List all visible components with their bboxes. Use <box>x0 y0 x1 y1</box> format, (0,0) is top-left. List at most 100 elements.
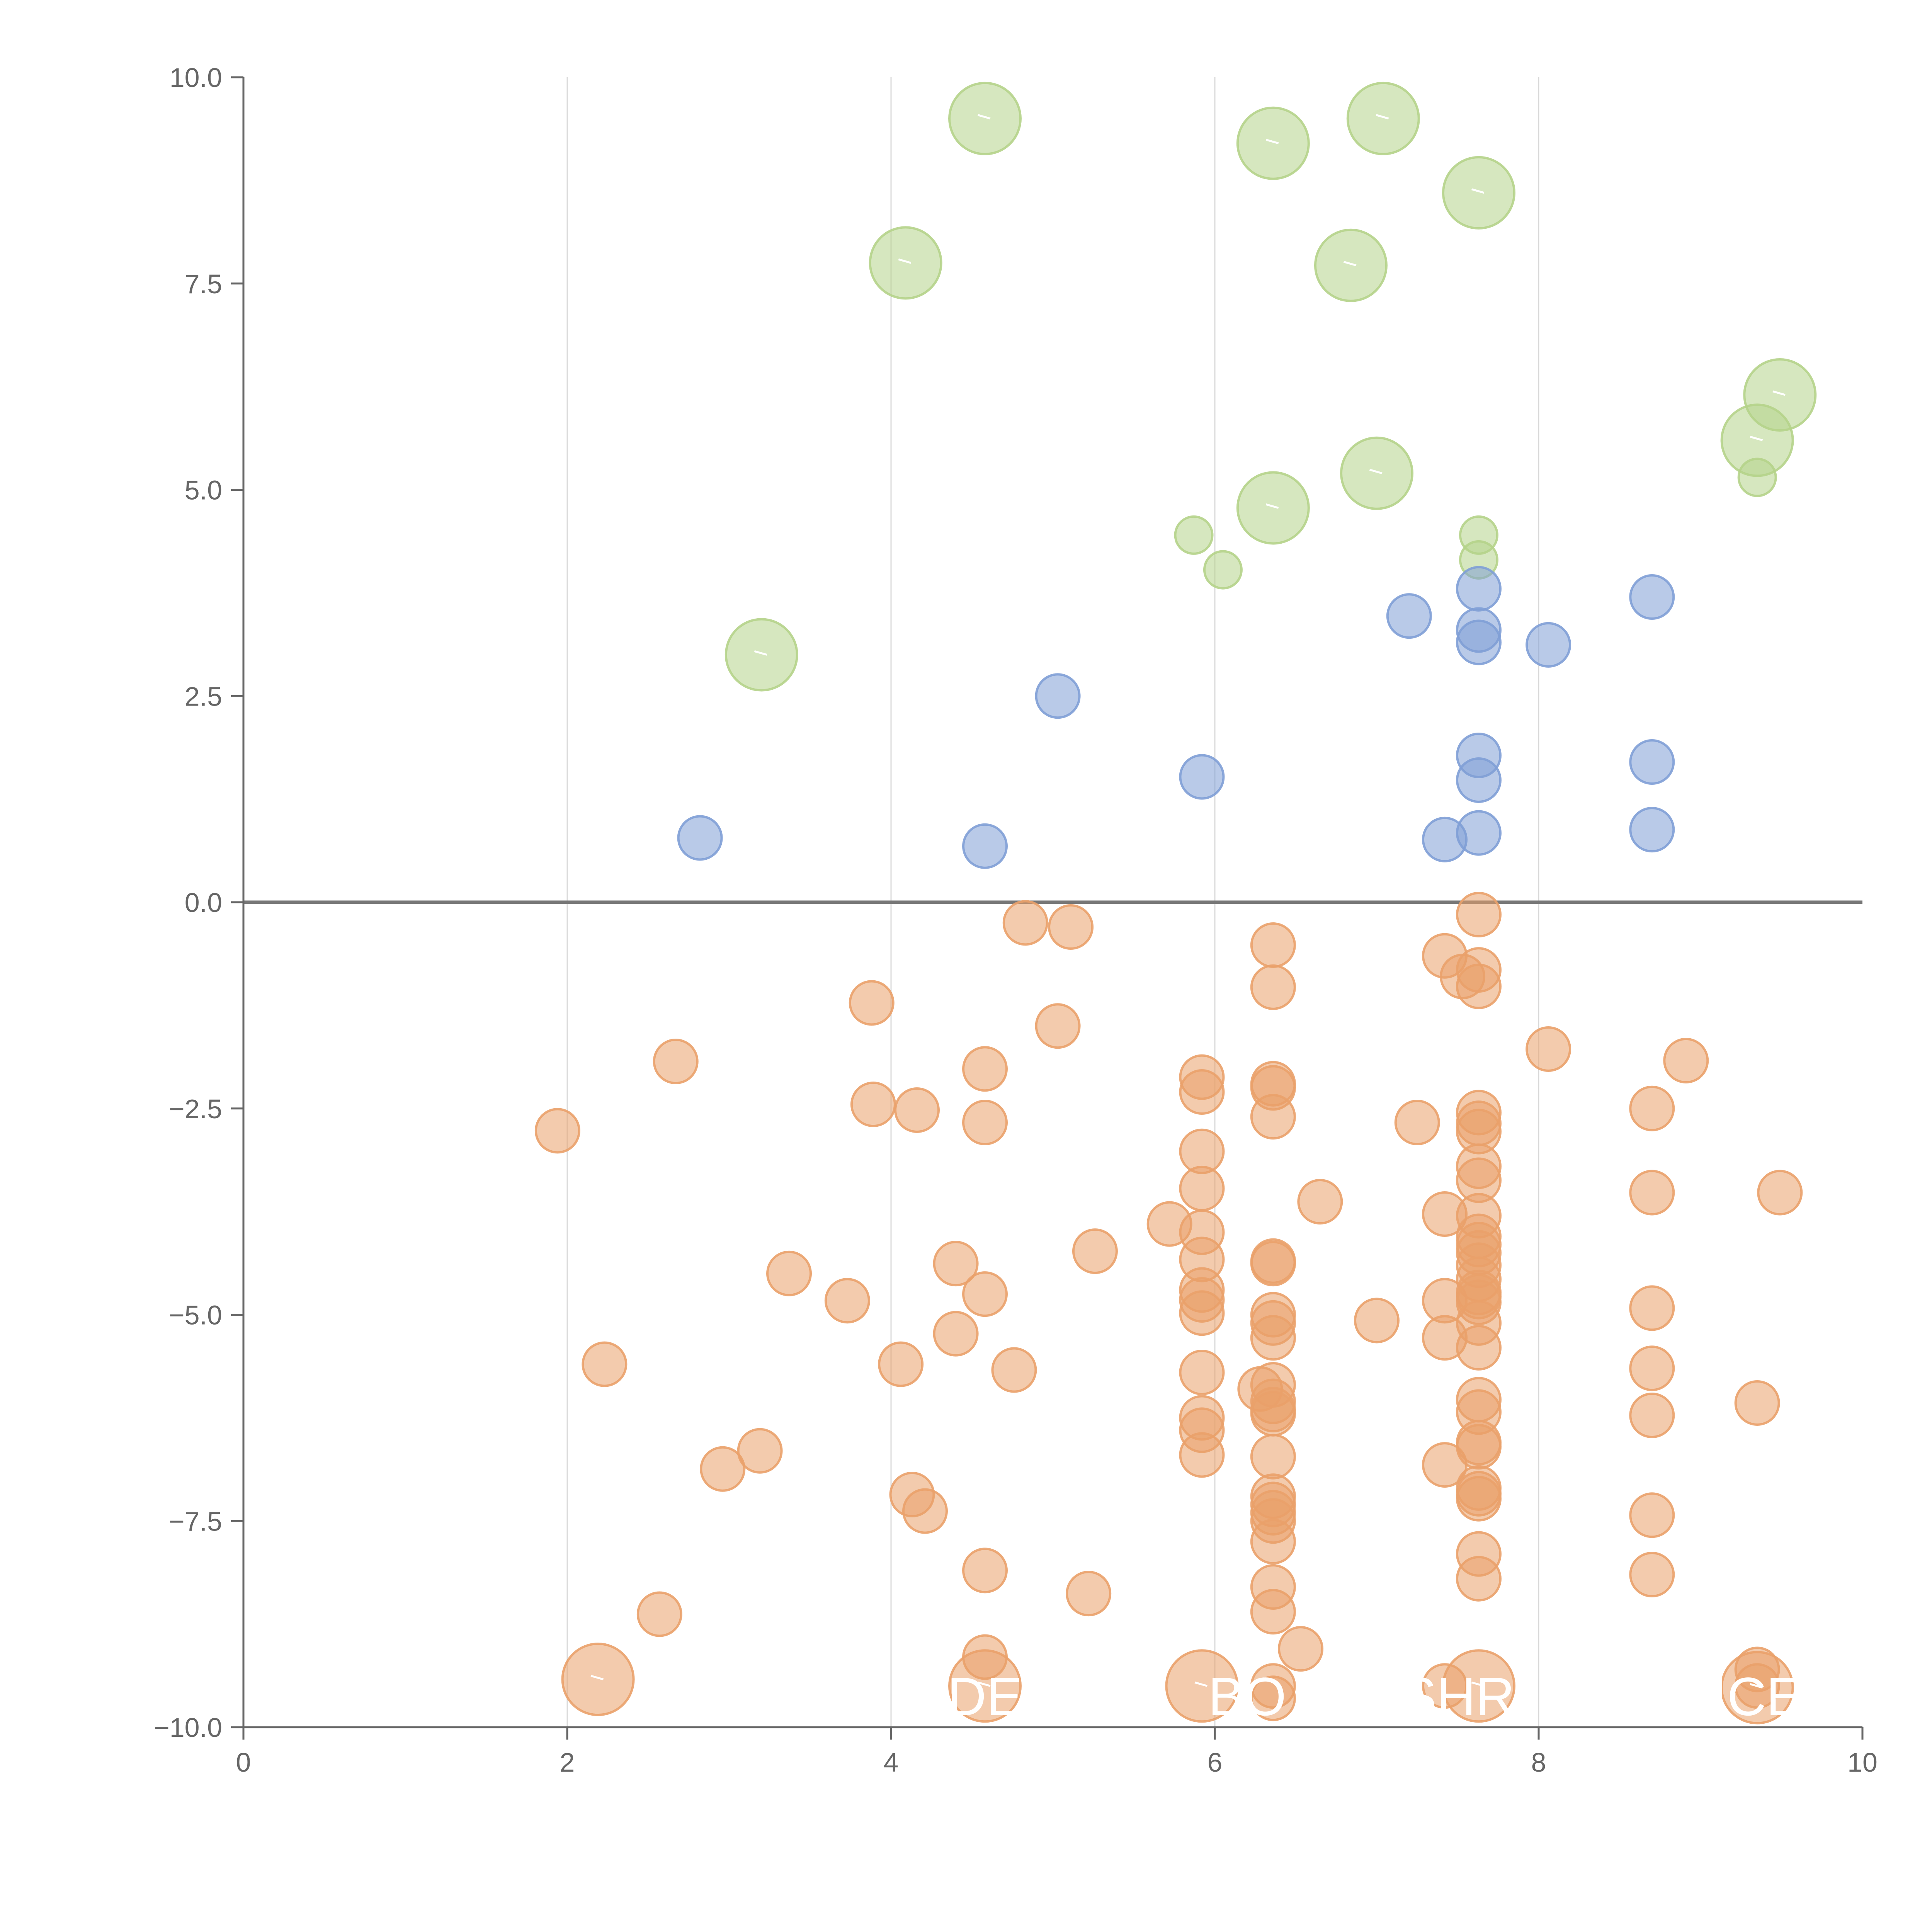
bubble-label: ICE <box>1712 1666 1802 1727</box>
green-bubble <box>1314 228 1388 302</box>
orange-bubble <box>878 1341 924 1387</box>
x-tick-label: 0 <box>236 1747 251 1777</box>
blue-bubble <box>962 823 1008 869</box>
blue-bubble <box>1629 739 1675 785</box>
orange-bubble <box>1250 1241 1296 1287</box>
leader-line <box>1376 114 1389 120</box>
orange-bubble <box>962 1046 1008 1092</box>
green-bubble <box>724 618 798 692</box>
bubble-label: DE <box>947 1666 1022 1727</box>
orange-bubble <box>1734 1380 1780 1426</box>
orange-bubble <box>1629 1492 1675 1538</box>
orange-bubble <box>1629 1392 1675 1438</box>
orange-bubble <box>1002 900 1048 946</box>
blue-bubble <box>1456 566 1502 612</box>
green-bubble <box>1442 156 1515 230</box>
y-tick-label: −7.5 <box>169 1506 222 1536</box>
orange-bubble <box>1297 1179 1343 1225</box>
blue-bubble <box>1179 754 1225 800</box>
y-tick-label: 7.5 <box>185 269 222 299</box>
orange-bubble <box>1629 1170 1675 1216</box>
green-bubble <box>1346 82 1420 155</box>
leader-line <box>754 650 767 656</box>
green-bubble <box>1340 436 1413 510</box>
orange-bubble <box>1629 1345 1675 1391</box>
leader-line <box>590 1675 604 1680</box>
leader-line <box>977 1681 991 1687</box>
orange-bubble <box>1278 1626 1324 1672</box>
orange-bubble <box>1456 892 1502 938</box>
orange-bubble <box>1456 963 1502 1009</box>
y-tick-label: −10.0 <box>154 1713 222 1743</box>
orange-bubble <box>582 1341 628 1387</box>
leader-line <box>1471 188 1485 194</box>
leader-line <box>1471 1681 1485 1687</box>
blue-bubble <box>1526 622 1571 668</box>
leader-layer <box>590 114 1786 1689</box>
orange-bubble <box>948 1649 1022 1723</box>
leader-line <box>1343 261 1357 267</box>
orange-bubble <box>1456 1424 1502 1470</box>
leader-line <box>898 258 912 264</box>
green-bubble <box>1236 471 1310 545</box>
blue-bubble <box>1456 619 1502 665</box>
orange-bubble <box>1394 1100 1440 1146</box>
orange-bubble <box>1354 1298 1400 1344</box>
orange-bubble <box>1250 1434 1296 1480</box>
orange-bubble <box>1165 1649 1239 1723</box>
orange-bubble <box>1720 1651 1794 1725</box>
orange-bubble <box>1250 964 1296 1010</box>
leader-line <box>977 114 991 120</box>
orange-bubble <box>1526 1026 1571 1072</box>
orange-bubble <box>1629 1285 1675 1331</box>
blue-bubble <box>1456 757 1502 803</box>
orange-bubble <box>1456 1476 1502 1522</box>
y-tick-label: 2.5 <box>185 681 222 711</box>
orange-bubble <box>653 1039 699 1085</box>
x-tick-label: 6 <box>1208 1747 1223 1777</box>
x-tick-label: 8 <box>1531 1747 1546 1777</box>
orange-bubble <box>1035 1003 1081 1049</box>
orange-bubble <box>737 1428 783 1474</box>
orange-bubble <box>902 1488 948 1534</box>
leader-line <box>1265 139 1279 145</box>
orange-bubble <box>933 1241 979 1287</box>
orange-bubble <box>636 1591 682 1637</box>
orange-bubble <box>850 1082 896 1128</box>
orange-bubble <box>933 1311 979 1357</box>
blue-bubble <box>1629 807 1675 853</box>
blue-bubble <box>1386 593 1432 639</box>
orange-bubble <box>1250 1391 1296 1437</box>
orange-bubble <box>1048 904 1094 950</box>
bubble-label-layer: DE BO SHR ICE <box>947 1666 1803 1727</box>
orange-bubble <box>1250 1589 1296 1635</box>
orange-bubble <box>1250 1315 1296 1361</box>
leader-line <box>1265 503 1279 509</box>
x-tick-label: 10 <box>1847 1747 1878 1777</box>
x-tick-label: 2 <box>560 1747 575 1777</box>
orange-bubble <box>1629 1552 1675 1598</box>
y-tick-label: 5.0 <box>185 475 222 505</box>
orange-bubble <box>534 1108 580 1154</box>
green-bubble <box>948 82 1022 155</box>
leader-line <box>1772 390 1786 396</box>
orange-bubble <box>700 1446 746 1492</box>
leader-line <box>1750 435 1763 441</box>
orange-bubble <box>1250 1519 1296 1565</box>
orange-bubble <box>1442 1649 1515 1723</box>
green-bubble <box>869 226 942 300</box>
bubble-layer <box>534 82 1817 1725</box>
blue-bubble <box>677 815 723 861</box>
x-tick-label: 4 <box>884 1747 899 1777</box>
orange-bubble <box>962 1548 1008 1594</box>
orange-bubble <box>766 1250 812 1296</box>
y-tick-label: −2.5 <box>169 1094 222 1124</box>
orange-bubble <box>1757 1170 1803 1216</box>
leader-line <box>1194 1681 1208 1687</box>
green-bubble <box>1236 106 1310 180</box>
orange-bubble <box>824 1278 870 1324</box>
blue-bubble <box>1629 574 1675 620</box>
orange-bubble <box>1179 1165 1225 1211</box>
green-bubble <box>1203 550 1243 590</box>
